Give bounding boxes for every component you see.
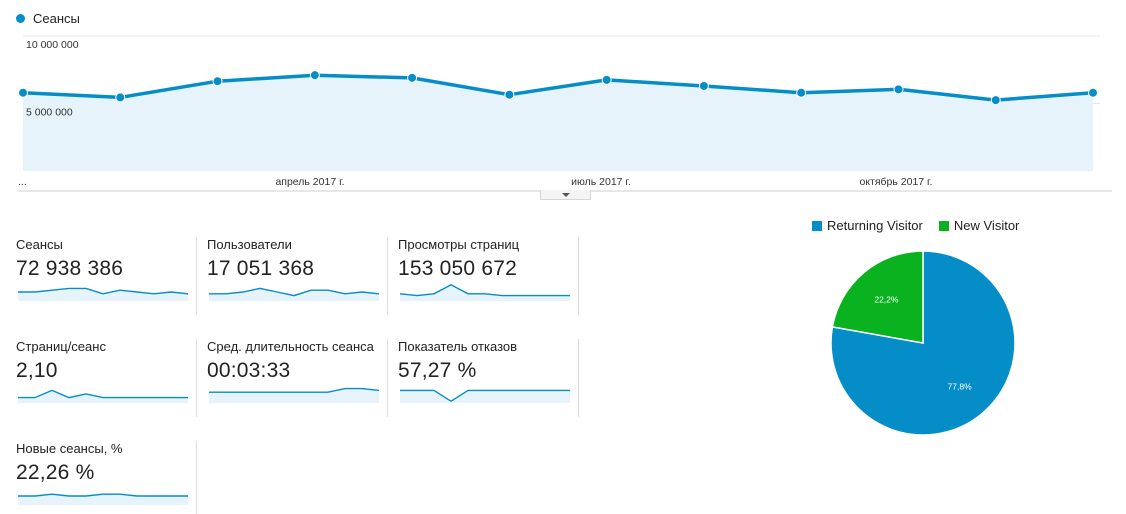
sessions-data-point[interactable] xyxy=(601,74,612,85)
metric-value: 57,27 % xyxy=(398,359,477,382)
metric-label: Сеансы xyxy=(16,237,63,252)
legend-label: New Visitor xyxy=(953,218,1020,233)
metric-value: 72 938 386 xyxy=(16,257,124,280)
metric-sessions[interactable]: Сеансы 72 938 386 xyxy=(16,237,197,315)
x-tick-label: октябрь 2017 г. xyxy=(859,176,932,188)
metric-value: 22,26 % xyxy=(16,461,95,484)
y-tick-label: 5 000 000 xyxy=(26,107,73,119)
sessions-data-points xyxy=(18,70,1098,106)
metric-value: 17 051 368 xyxy=(207,257,315,280)
pie-slice-returning-visitor[interactable] xyxy=(830,250,1016,436)
pie-slices xyxy=(830,250,1016,436)
metric-pageviews[interactable]: Просмотры страниц 153 050 672 xyxy=(398,237,579,315)
metric-new-sessions[interactable]: Новые сеансы, % 22,26 % xyxy=(16,441,197,514)
sparkline-fill xyxy=(209,388,379,403)
sparkline-line xyxy=(18,287,188,295)
x-tick-label: апрель 2017 г. xyxy=(275,176,344,188)
metric-sparkline xyxy=(18,493,188,505)
metric-label: Новые сеансы, % xyxy=(16,441,123,456)
sessions-data-point[interactable] xyxy=(796,87,807,98)
sessions-area-fill xyxy=(23,75,1093,171)
sparkline-line xyxy=(209,387,379,393)
sessions-data-point[interactable] xyxy=(309,70,320,81)
returning-visitor-swatch xyxy=(812,220,822,231)
metric-label: Показатель отказов xyxy=(398,339,518,354)
new-visitor-swatch xyxy=(938,220,949,231)
metric-sparkline xyxy=(18,389,188,403)
metric-pages-per-session[interactable]: Страниц/сеанс 2,10 xyxy=(16,339,197,417)
sparkline-fill xyxy=(400,284,570,301)
metric-sparkline xyxy=(209,287,379,301)
sparkline-fill xyxy=(18,288,188,301)
x-tick-label: ... xyxy=(18,176,27,188)
metric-label: Просмотры страниц xyxy=(398,237,520,252)
sessions-data-point[interactable] xyxy=(407,72,418,83)
sparkline-fill xyxy=(209,288,379,301)
y-tick-label: 10 000 000 xyxy=(26,39,79,51)
sessions-line xyxy=(22,73,1094,102)
metric-sparkline xyxy=(18,287,188,301)
metric-bounce-rate[interactable]: Показатель отказов 57,27 % xyxy=(398,339,579,417)
metric-sparkline xyxy=(209,387,379,403)
sessions-data-point[interactable] xyxy=(893,84,904,95)
sessions-legend-label: Сеансы xyxy=(33,11,80,26)
x-tick-label: июль 2017 г. xyxy=(571,176,631,188)
legend-item-new-visitor[interactable]: New Visitor xyxy=(938,218,1020,233)
sessions-data-point[interactable] xyxy=(18,87,28,98)
pie-legend: Returning Visitor New Visitor xyxy=(812,218,1019,233)
metric-avg-session-duration[interactable]: Сред. длительность сеанса 00:03:33 xyxy=(207,339,388,417)
sessions-data-point[interactable] xyxy=(698,80,709,91)
sparkline-line xyxy=(18,493,188,497)
legend-item-returning-visitor[interactable]: Returning Visitor xyxy=(812,218,923,233)
metric-label: Страниц/сеанс xyxy=(16,339,106,354)
metric-users[interactable]: Пользователи 17 051 368 xyxy=(207,237,388,315)
sparkline-line xyxy=(209,287,379,297)
sessions-data-point[interactable] xyxy=(212,76,223,87)
pie-slice-label: 22,2% xyxy=(874,294,899,304)
metric-value: 153 050 672 xyxy=(398,257,517,280)
pie-slice-new-visitor[interactable] xyxy=(831,250,924,344)
visitor-type-pie-chart[interactable]: 77,8% 22,2% xyxy=(828,250,1018,440)
metric-value: 00:03:33 xyxy=(207,359,291,382)
sparkline-line xyxy=(400,389,570,403)
main-chart-legend: Сеансы xyxy=(16,11,80,26)
sparkline-line xyxy=(400,284,570,297)
sparkline-fill xyxy=(400,390,570,403)
chart-collapse-button[interactable] xyxy=(540,190,591,200)
sessions-data-point[interactable] xyxy=(504,89,515,100)
metric-sparkline xyxy=(400,284,570,301)
metric-value: 2,10 xyxy=(16,359,58,382)
metric-label: Пользователи xyxy=(207,237,292,252)
sessions-data-point[interactable] xyxy=(115,92,126,103)
sparkline-fill xyxy=(18,494,188,505)
sessions-data-point[interactable] xyxy=(990,95,1001,106)
sessions-legend-marker xyxy=(16,14,25,23)
metric-sparkline xyxy=(400,389,570,403)
legend-label: Returning Visitor xyxy=(827,218,923,233)
chevron-down-icon xyxy=(561,192,570,197)
sparkline-fill xyxy=(18,390,188,403)
sessions-data-point[interactable] xyxy=(1088,87,1098,98)
pie-slice-label: 77,8% xyxy=(948,382,973,392)
sessions-line-chart[interactable]: 10 000 000 5 000 000 ... апрель 2017 г. … xyxy=(0,30,1126,195)
sparkline-line xyxy=(18,389,188,399)
metric-label: Сред. длительность сеанса xyxy=(207,339,374,354)
